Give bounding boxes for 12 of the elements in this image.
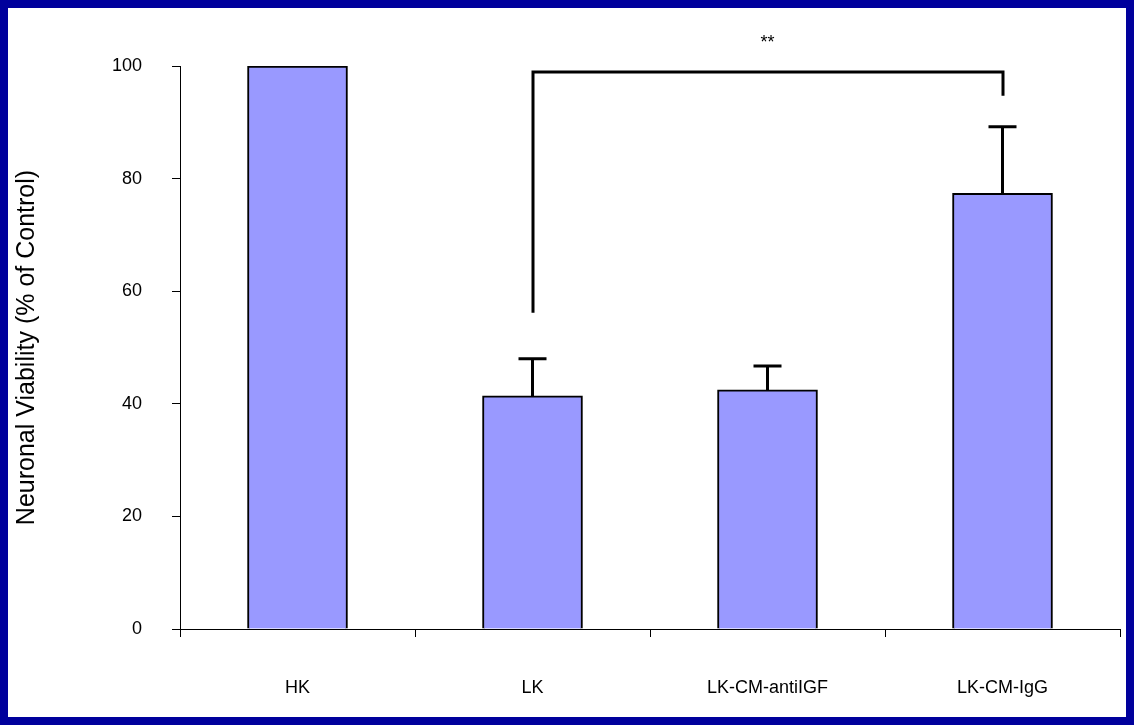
x-tick-label: LK-CM-antiIGF <box>706 676 829 697</box>
y-tick-label: 60 <box>121 280 142 301</box>
y-tick-label: 40 <box>121 392 142 413</box>
y-tick-label: 20 <box>121 505 142 526</box>
x-tick-label: LK <box>521 676 544 697</box>
y-tick-label: 100 <box>111 54 142 75</box>
y-axis-title: Neuronal Viability (% of Control) <box>10 169 39 526</box>
x-tick-label: HK <box>284 676 311 697</box>
y-tick-label: 80 <box>121 167 142 188</box>
x-tick-label: LK-CM-IgG <box>956 676 1049 697</box>
y-tick-label: 0 <box>131 617 142 638</box>
text: ** <box>759 32 776 53</box>
